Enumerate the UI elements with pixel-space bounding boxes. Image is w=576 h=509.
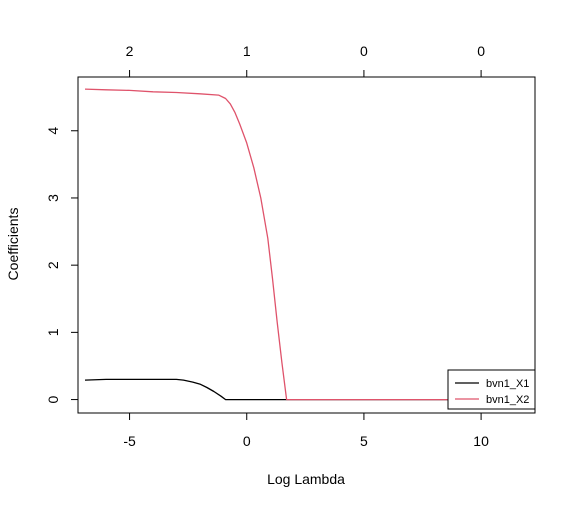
y-tick-label: 3 [45,194,61,202]
x-tick-label: -5 [123,433,136,449]
y-axis-title: Coefficients [5,208,21,281]
legend-label-bvn1-x1: bvn1_X1 [486,378,529,390]
top-tick-label: 1 [243,43,251,59]
top-tick-label: 2 [126,43,134,59]
y-tick-label: 0 [45,395,61,403]
series-line-bvn1-x1 [84,378,493,401]
series-line-bvn1-x2 [84,88,493,401]
series-lines [84,88,493,401]
legend-label-bvn1-x2: bvn1_X2 [486,394,529,406]
top-tick-label: 0 [477,43,485,59]
x-tick-label: 0 [243,433,251,449]
left-y-axis: 0 1 2 3 4 [45,127,78,403]
x-axis-title: Log Lambda [267,471,345,487]
legend: bvn1_X1 bvn1_X2 [447,369,536,410]
plot-area [77,76,536,414]
y-tick-label: 1 [45,328,61,336]
x-tick-label: 5 [360,433,368,449]
legend-box [447,369,536,410]
top-x-axis: 2 1 0 0 [126,43,485,77]
x-tick-label: 10 [473,433,489,449]
top-tick-label: 0 [360,43,368,59]
plot-frame [77,76,536,414]
bottom-x-axis: -5 0 5 10 [123,413,489,449]
y-tick-label: 4 [45,127,61,135]
y-tick-label: 2 [45,261,61,269]
